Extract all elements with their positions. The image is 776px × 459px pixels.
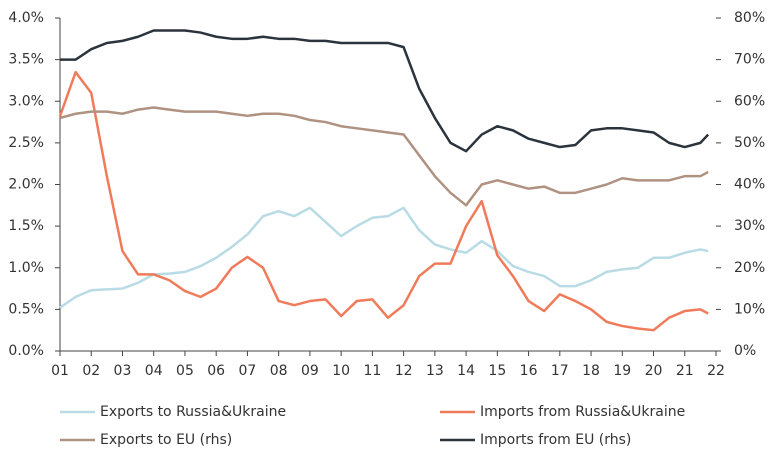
y-tick-label: 0.5% (8, 301, 44, 317)
x-tick-label: 16 (520, 363, 538, 379)
y2-tick-label: 40% (734, 177, 765, 193)
y-tick-label: 1.5% (8, 218, 44, 234)
x-tick-label: 01 (51, 363, 69, 379)
x-tick-label: 20 (645, 363, 663, 379)
y2-tick-label: 20% (734, 260, 765, 276)
x-tick-label: 07 (239, 363, 257, 379)
series-line (59, 106, 709, 207)
y-tick-label: 0.0% (8, 343, 44, 359)
x-tick-label: 18 (582, 363, 600, 379)
y-tick-label: 3.5% (8, 52, 44, 68)
x-tick-label: 10 (332, 363, 350, 379)
y2-tick-label: 10% (734, 301, 765, 317)
y2-tick-label: 30% (734, 218, 765, 234)
y2-tick-label: 70% (734, 52, 765, 68)
x-tick-label: 21 (676, 363, 694, 379)
legend-label: Exports to EU (rhs) (100, 432, 232, 448)
y2-tick-label: 80% (734, 10, 765, 26)
x-tick-label: 04 (145, 363, 163, 379)
x-tick-label: 22 (707, 363, 725, 379)
x-tick-label: 13 (426, 363, 444, 379)
x-tick-label: 14 (457, 363, 475, 379)
legend-label: Imports from Russia&Ukraine (480, 404, 685, 420)
series-line (58, 70, 709, 332)
x-tick-label: 03 (114, 363, 132, 379)
y-tick-label: 1.0% (8, 260, 44, 276)
x-tick-label: 15 (488, 363, 506, 379)
x-tick-label: 06 (207, 363, 225, 379)
legend-label: Imports from EU (rhs) (480, 432, 631, 448)
legend-label: Exports to Russia&Ukraine (100, 404, 286, 420)
y-tick-label: 2.0% (8, 177, 44, 193)
y-tick-label: 2.5% (8, 135, 44, 151)
x-tick-label: 05 (176, 363, 194, 379)
x-tick-label: 09 (301, 363, 319, 379)
x-tick-label: 02 (82, 363, 100, 379)
y-tick-label: 4.0% (8, 10, 44, 26)
y2-tick-label: 50% (734, 135, 765, 151)
x-tick-label: 19 (613, 363, 631, 379)
x-tick-label: 11 (363, 363, 381, 379)
series-line (60, 29, 710, 153)
y2-tick-label: 60% (734, 93, 765, 109)
y-tick-label: 3.0% (8, 93, 44, 109)
x-tick-label: 17 (551, 363, 569, 379)
series-line (59, 206, 709, 309)
y2-tick-label: 0% (734, 343, 756, 359)
x-tick-label: 08 (270, 363, 288, 379)
x-tick-label: 12 (395, 363, 413, 379)
